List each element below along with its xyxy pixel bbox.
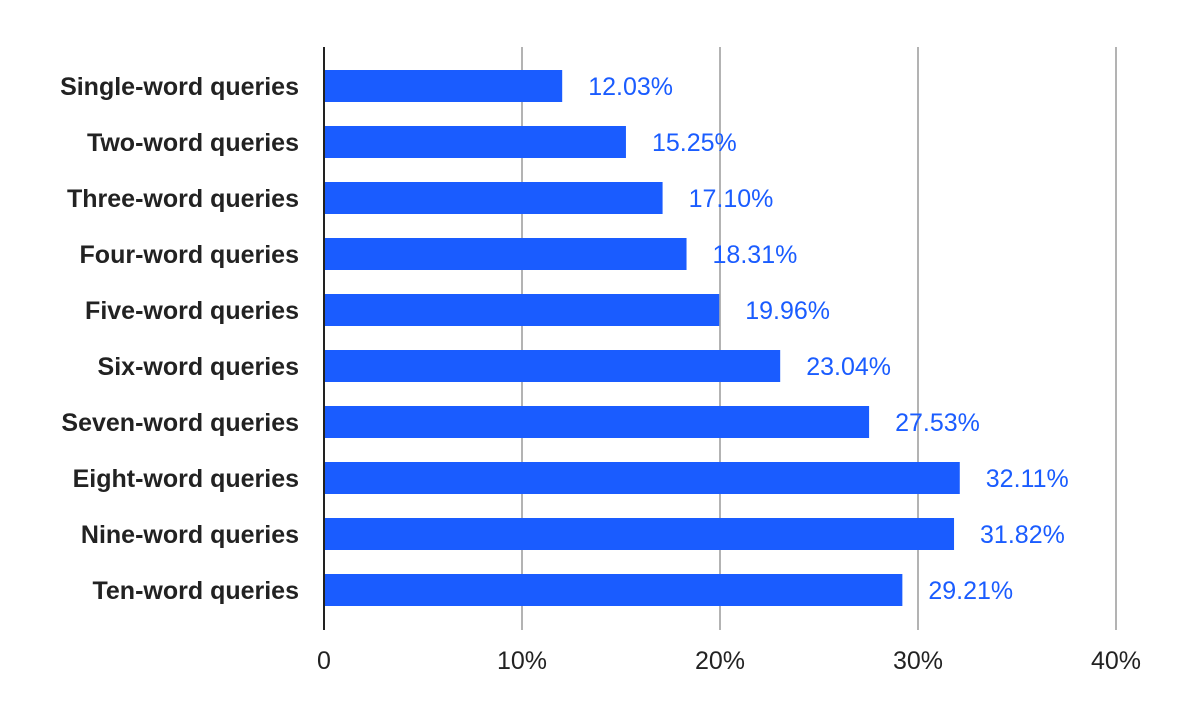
value-label: 32.11% bbox=[986, 465, 1069, 493]
labels: 0 10% 20% 30% 40% Single-word queries 12.03% Tw… bbox=[60, 73, 1141, 675]
bar bbox=[324, 126, 626, 158]
value-label: 18.31% bbox=[713, 241, 798, 269]
value-label: 17.10% bbox=[689, 185, 774, 213]
category-label: Two-word queries bbox=[87, 129, 299, 157]
category-label: Nine-word queries bbox=[81, 521, 299, 549]
x-tick-label: 20% bbox=[695, 647, 745, 675]
category-label: Ten-word queries bbox=[92, 577, 299, 605]
x-tick-label: 10% bbox=[497, 647, 547, 675]
x-tick-label: 30% bbox=[893, 647, 943, 675]
category-label: Eight-word queries bbox=[73, 465, 299, 493]
value-label: 29.21% bbox=[928, 577, 1013, 605]
category-label: Single-word queries bbox=[60, 73, 299, 101]
bar bbox=[324, 70, 563, 102]
category-label: Six-word queries bbox=[98, 353, 299, 381]
bar bbox=[324, 462, 960, 494]
category-label: Five-word queries bbox=[85, 297, 299, 325]
x-tick-label: 0 bbox=[317, 647, 331, 675]
bar bbox=[324, 350, 781, 382]
bar bbox=[324, 406, 870, 438]
category-label: Three-word queries bbox=[67, 185, 299, 213]
value-label: 15.25% bbox=[652, 129, 737, 157]
bar bbox=[324, 294, 720, 326]
category-label: Four-word queries bbox=[80, 241, 299, 269]
bar bbox=[324, 238, 687, 270]
category-label: Seven-word queries bbox=[61, 409, 299, 437]
value-label: 27.53% bbox=[895, 409, 980, 437]
bar bbox=[324, 518, 955, 550]
value-label: 31.82% bbox=[980, 521, 1065, 549]
value-label: 19.96% bbox=[745, 297, 830, 325]
value-label: 23.04% bbox=[806, 353, 891, 381]
bars bbox=[324, 70, 960, 606]
bar bbox=[324, 182, 663, 214]
bar bbox=[324, 574, 903, 606]
value-label: 12.03% bbox=[588, 73, 673, 101]
x-tick-label: 40% bbox=[1091, 647, 1141, 675]
